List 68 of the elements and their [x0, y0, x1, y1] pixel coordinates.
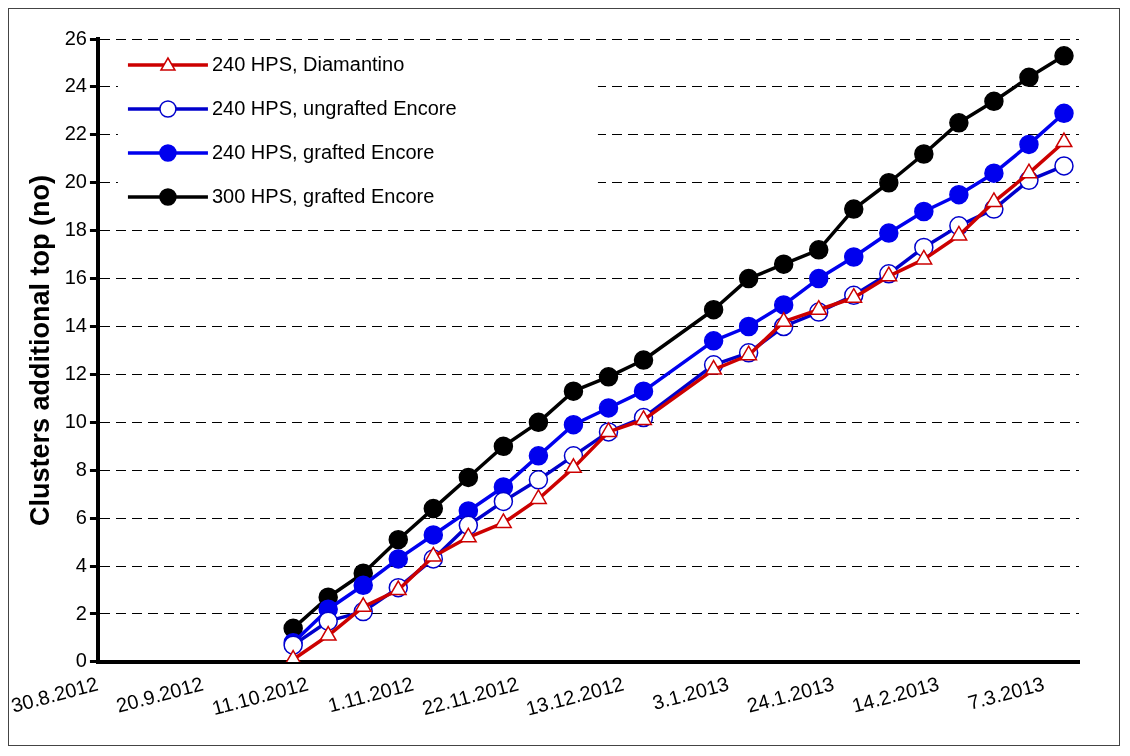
x-tick-label: 3.1.2013 [650, 672, 732, 714]
point [423, 525, 444, 545]
legend-label: 300 HPS, grafted Encore [211, 184, 435, 207]
point [459, 527, 477, 543]
point [458, 467, 479, 488]
y-axis-title: Clusters additional top (no) [24, 174, 55, 526]
point [773, 254, 794, 274]
point [564, 458, 582, 474]
y-tick-label: 22 [64, 122, 87, 145]
point [598, 367, 619, 387]
y-tick-label: 16 [64, 266, 87, 289]
legend-label: 240 HPS, grafted Encore [211, 140, 435, 163]
point [633, 350, 654, 370]
point [738, 268, 759, 289]
point [493, 491, 514, 512]
point [563, 381, 584, 401]
point [353, 575, 373, 595]
x-tick-label: 7.3.2013 [965, 672, 1047, 714]
y-tick-label: 8 [75, 457, 87, 480]
point [879, 223, 899, 243]
point [984, 163, 1004, 183]
y-tick-label: 18 [64, 218, 87, 241]
y-tick-label: 20 [64, 170, 87, 193]
point [388, 529, 409, 550]
point [985, 192, 1003, 208]
y-tick-label: 0 [75, 649, 87, 672]
point [354, 597, 372, 613]
point [494, 513, 512, 529]
point [388, 549, 409, 569]
point [914, 144, 934, 164]
point [1054, 46, 1074, 66]
y-tick-label: 4 [75, 553, 87, 576]
point [1054, 156, 1074, 176]
point [423, 498, 444, 519]
y-tick-label: 10 [64, 409, 87, 432]
point [528, 412, 549, 433]
point [949, 113, 969, 133]
y-tick-label: 24 [64, 74, 87, 97]
point [914, 201, 934, 222]
y-tick-label: 2 [75, 601, 87, 624]
legend-label: 240 HPS, ungrafted Encore [211, 96, 457, 119]
point [1019, 134, 1039, 155]
y-tick-label: 6 [75, 505, 87, 528]
point [879, 173, 899, 193]
point [528, 446, 549, 466]
point [1054, 103, 1074, 124]
point [318, 611, 338, 631]
y-tick-label: 14 [64, 314, 87, 337]
point [844, 199, 864, 219]
point [773, 295, 794, 315]
point [633, 381, 654, 401]
point [808, 240, 829, 260]
point [984, 91, 1004, 112]
point [598, 398, 619, 418]
point [528, 470, 549, 490]
y-tick-label: 12 [64, 361, 87, 384]
point [703, 299, 724, 320]
point [563, 414, 584, 435]
point [703, 331, 724, 351]
point [1019, 67, 1039, 88]
point [949, 184, 969, 205]
legend-label: 240 HPS, Diamantino [211, 52, 405, 75]
point [493, 436, 514, 457]
y-tick-label: 26 [64, 26, 87, 49]
point [529, 489, 547, 505]
point [844, 247, 864, 267]
point [738, 316, 759, 337]
point [808, 268, 829, 289]
